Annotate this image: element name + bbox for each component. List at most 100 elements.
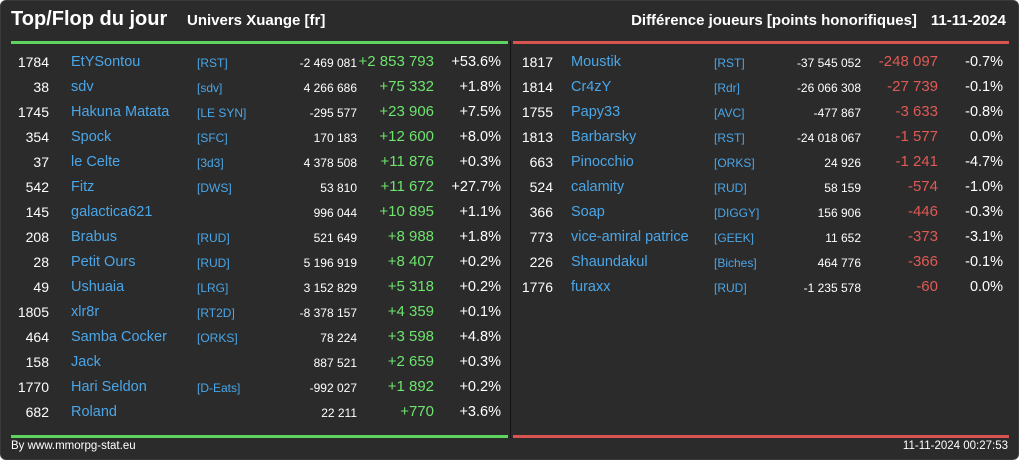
points-percent-change: +1.8% [459, 79, 501, 95]
site-credit-link[interactable]: By www.mmorpg-stat.eu [11, 440, 136, 452]
top-row: 145 galactica621 996 044 +10 895 +1.1% [11, 200, 508, 225]
player-name-link[interactable]: Hakuna Matata [71, 104, 170, 120]
points-difference: -3 633 [895, 103, 938, 120]
player-name-link[interactable]: sdv [71, 79, 94, 95]
alliance-link[interactable]: [DWS] [197, 181, 232, 195]
header-date: 11-11-2024 [930, 12, 1006, 29]
player-name-link[interactable]: galactica621 [71, 204, 153, 220]
player-rank: 1817 [521, 54, 553, 70]
player-points-total: -37 545 052 [796, 56, 861, 70]
player-name-link[interactable]: Spock [71, 129, 112, 145]
points-difference: +10 895 [379, 203, 434, 220]
alliance-link[interactable]: [RUD] [714, 181, 747, 195]
player-rank: 28 [33, 254, 49, 270]
player-name-link[interactable]: Cr4zY [571, 79, 612, 95]
points-percent-change: +1.1% [459, 204, 501, 220]
player-name-link[interactable]: Roland [71, 404, 117, 420]
alliance-link[interactable]: [RT2D] [197, 306, 235, 320]
points-difference: +8 407 [387, 253, 434, 270]
player-name-link[interactable]: le Celte [71, 154, 121, 170]
player-name-link[interactable]: Papy33 [571, 104, 621, 120]
points-percent-change: +0.2% [459, 379, 501, 395]
player-points-total: -992 027 [309, 381, 357, 395]
points-difference: +4 359 [387, 303, 434, 320]
points-percent-change: -0.3% [965, 204, 1003, 220]
player-name-link[interactable]: Hari Seldon [71, 379, 147, 395]
player-points-total: 11 652 [825, 231, 861, 245]
player-rank: 366 [529, 204, 553, 220]
alliance-link[interactable]: [LRG] [197, 281, 229, 295]
alliance-link[interactable]: [RST] [714, 131, 745, 145]
alliance-link[interactable]: [AVC] [714, 106, 745, 120]
top-row: 208 Brabus [RUD] 521 649 +8 988 +1.8% [11, 225, 508, 250]
player-points-total: 996 044 [313, 206, 357, 220]
points-difference: -366 [907, 253, 938, 270]
alliance-link[interactable]: [RUD] [714, 281, 747, 295]
player-name-link[interactable]: Barbarsky [571, 129, 637, 145]
points-percent-change: -0.7% [965, 54, 1003, 70]
top-row: 37 le Celte [3d3] 4 378 508 +11 876 +0.3% [11, 150, 508, 175]
player-name-link[interactable]: Jack [71, 354, 101, 370]
points-percent-change: +0.1% [459, 304, 501, 320]
player-name-link[interactable]: Ushuaia [71, 279, 125, 295]
player-rank: 1745 [17, 104, 49, 120]
points-difference: +11 672 [380, 178, 434, 195]
player-name-link[interactable]: Petit Ours [71, 254, 136, 270]
points-difference: +8 988 [387, 228, 434, 245]
player-name-link[interactable]: furaxx [571, 279, 611, 295]
top-row: 682 Roland 22 211 +770 +3.6% [11, 400, 508, 425]
player-name-link[interactable]: Shaundakul [571, 254, 648, 270]
points-difference: +23 906 [379, 103, 434, 120]
top-gainers-table: 1784 EtYSontou [RST] -2 469 081 +2 853 793 +5… [11, 41, 508, 438]
player-name-link[interactable]: EtYSontou [71, 54, 141, 70]
alliance-link[interactable]: [RST] [714, 56, 745, 70]
alliance-link[interactable]: [3d3] [197, 156, 224, 170]
player-name-link[interactable]: calamity [571, 179, 625, 195]
alliance-link[interactable]: [SFC] [197, 131, 228, 145]
player-name-link[interactable]: Samba Cocker [71, 329, 167, 345]
player-name-link[interactable]: Brabus [71, 229, 117, 245]
player-name-link[interactable]: Moustik [571, 54, 621, 70]
alliance-link[interactable]: [RST] [197, 56, 228, 70]
alliance-link[interactable]: [LE SYN] [197, 106, 247, 120]
top-row: 158 Jack 887 521 +2 659 +0.3% [11, 350, 508, 375]
player-name-link[interactable]: Pinocchio [571, 154, 634, 170]
points-difference: -248 097 [878, 53, 938, 70]
player-points-total: 5 196 919 [303, 256, 357, 270]
player-points-total: 464 776 [817, 256, 861, 270]
alliance-link[interactable]: [D-Eats] [197, 381, 241, 395]
alliance-link[interactable]: [RUD] [197, 256, 230, 270]
alliance-link[interactable]: [Rdr] [714, 81, 741, 95]
alliance-link[interactable]: [ORKS] [197, 331, 238, 345]
player-points-total: -295 577 [309, 106, 357, 120]
alliance-link[interactable]: [sdv] [197, 81, 223, 95]
alliance-link[interactable]: [GEEK] [714, 231, 755, 245]
points-difference: -60 [916, 278, 938, 295]
player-name-link[interactable]: xlr8r [71, 304, 100, 320]
player-name-link[interactable]: Soap [571, 204, 605, 220]
alliance-link[interactable]: [Biches] [714, 256, 757, 270]
player-name-link[interactable]: vice-amiral patrice [571, 229, 689, 245]
page-title: Top/Flop du jour [11, 8, 168, 30]
alliance-link[interactable]: [RUD] [197, 231, 230, 245]
alliance-link[interactable]: [ORKS] [714, 156, 755, 170]
header-info: Différence joueurs [points honorifiques]… [631, 12, 1006, 29]
alliance-link[interactable]: [DIGGY] [714, 206, 760, 220]
points-difference: +2 659 [387, 353, 434, 370]
points-difference: -373 [907, 228, 938, 245]
flop-row: 226 Shaundakul [Biches] 464 776 -366 -0.1% [513, 250, 1009, 275]
player-rank: 464 [25, 329, 49, 345]
top-row: 542 Fitz [DWS] 53 810 +11 672 +27.7% [11, 175, 508, 200]
player-points-total: 24 926 [824, 156, 861, 170]
points-percent-change: -0.1% [965, 254, 1003, 270]
player-rank: 682 [25, 404, 49, 420]
player-rank: 1755 [521, 104, 553, 120]
flop-row: 1814 Cr4zY [Rdr] -26 066 308 -27 739 -0.1% [513, 75, 1009, 100]
player-name-link[interactable]: Fitz [71, 179, 95, 195]
top-row: 354 Spock [SFC] 170 183 +12 600 +8.0% [11, 125, 508, 150]
player-rank: 37 [33, 154, 49, 170]
player-points-total: 78 224 [320, 331, 357, 345]
footer-timestamp: 11-11-2024 00:27:53 [902, 440, 1008, 452]
top-losers-table: 1817 Moustik [RST] -37 545 052 -248 097 -0.7%… [513, 41, 1009, 438]
player-rank: 158 [25, 354, 49, 370]
